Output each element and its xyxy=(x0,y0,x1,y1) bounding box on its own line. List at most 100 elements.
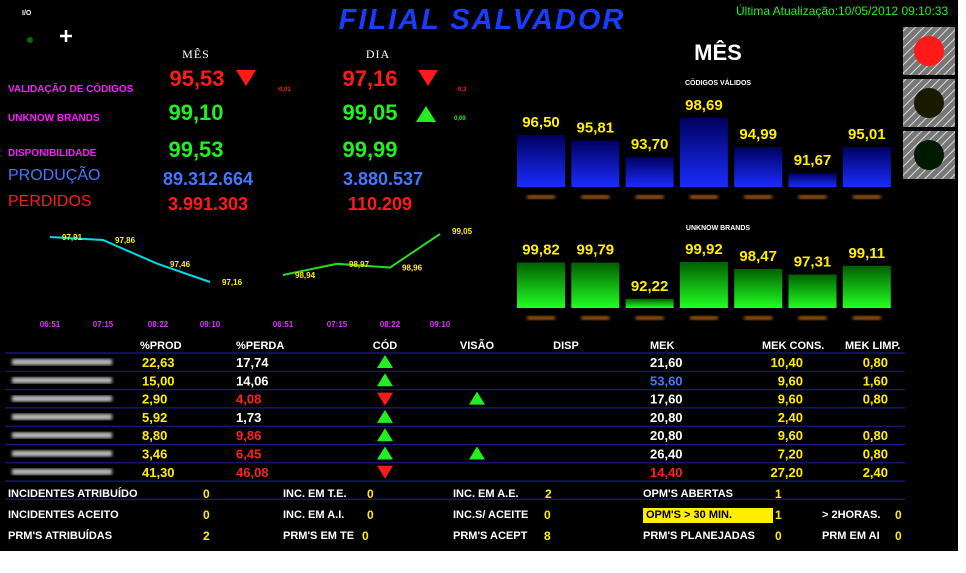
column-header: DISP xyxy=(553,340,579,352)
bottom-label: OPM'S ABERTAS xyxy=(643,488,734,500)
bottom-value: 0 xyxy=(895,529,902,543)
bar-value-label: 95,01 xyxy=(848,126,886,143)
col-header: MÊS xyxy=(182,47,210,61)
table-cell: 0,80 xyxy=(863,428,888,443)
blurred-name xyxy=(12,359,112,365)
bar-value-label: 91,67 xyxy=(794,152,832,169)
bottom-value: 0 xyxy=(544,508,551,522)
column-header: MEK LIMP. xyxy=(845,340,900,352)
col-header: DIA xyxy=(365,47,391,61)
blurred-category xyxy=(635,195,664,199)
table-cell: 17,74 xyxy=(236,355,269,370)
io-label: I/O xyxy=(22,10,32,17)
kpi-label: PRODUÇÃO xyxy=(8,167,101,184)
x-tick-label: 06:51 xyxy=(273,320,294,329)
bar-chart-title: CÓDIGOS VÁLIDOS xyxy=(684,80,752,87)
point-label: 99,05 xyxy=(452,227,473,236)
bottom-value: 8 xyxy=(544,529,551,543)
up-arrow xyxy=(377,355,393,368)
table-cell: 10,40 xyxy=(770,355,803,370)
bottom-label: INC. EM A.E. xyxy=(453,488,519,500)
bar-value-label: 96,50 xyxy=(522,114,560,131)
blurred-name xyxy=(12,413,112,420)
kpi-label: UNKNOW BRANDS xyxy=(8,113,100,124)
x-tick-label: 07:15 xyxy=(327,320,348,329)
kpi-day: 110.209 xyxy=(347,194,413,214)
bar-value-label: 98,69 xyxy=(685,97,723,114)
bottom-label: INCIDENTES ATRIBUÍDO xyxy=(8,488,138,500)
down-arrow xyxy=(377,392,393,406)
table-cell: 26,40 xyxy=(650,447,683,462)
table-cell: 1,73 xyxy=(236,410,261,425)
x-tick-label: 09:10 xyxy=(430,320,451,329)
table-cell: 0,80 xyxy=(863,392,888,407)
blurred-category xyxy=(635,316,664,320)
kpi-month: 99,53 xyxy=(168,137,224,162)
table-cell: 41,30 xyxy=(142,465,175,480)
graphics: %PROD %PERDA CÓD VISÃO DISP MEK MEK CONS. MEK L… xyxy=(5,27,955,500)
bar xyxy=(679,262,728,308)
bar xyxy=(625,157,674,187)
table-cell: 20,80 xyxy=(650,410,683,425)
bar-value-label: 99,92 xyxy=(685,241,723,258)
x-tick-label: 09:10 xyxy=(200,320,221,329)
bar xyxy=(517,135,565,187)
table-cell: 22,63 xyxy=(142,355,175,370)
up-arrow xyxy=(377,373,393,387)
kpi-day: 99,05 xyxy=(342,100,398,125)
column-header: %PERDA xyxy=(236,340,284,352)
bottom-label: PRM'S ATRIBUÍDAS xyxy=(8,530,113,542)
table-cell: 2,40 xyxy=(863,465,888,480)
kpi-delta: 0,09 xyxy=(454,116,466,122)
table-cell: 9,60 xyxy=(778,392,803,407)
table-cell: 21,60 xyxy=(650,355,683,370)
blurred-category xyxy=(744,316,773,320)
point-label: 98,96 xyxy=(402,264,423,273)
bar xyxy=(788,173,837,187)
blurred-category xyxy=(689,195,718,199)
blurred-category xyxy=(527,195,555,199)
bar xyxy=(571,140,620,187)
blurred-category xyxy=(581,316,610,320)
kpi-label: PERDIDOS xyxy=(8,193,92,210)
bar xyxy=(842,146,891,187)
point-label: 97,46 xyxy=(170,260,191,269)
kpi-month: 89.312.664 xyxy=(162,169,254,189)
x-tick-label: 06:51 xyxy=(40,320,61,329)
blurred-name xyxy=(12,377,112,384)
table-cell: 1,60 xyxy=(863,373,888,388)
bottom-value: 0 xyxy=(895,508,902,522)
table-cell: 2,40 xyxy=(778,410,803,425)
table-cell: 53,60 xyxy=(650,373,683,388)
table-cell: 3,46 xyxy=(142,447,167,462)
up-arrow xyxy=(416,106,436,122)
table-cell: 0,80 xyxy=(863,355,888,370)
table-cell: 4,08 xyxy=(236,392,261,407)
blurred-name xyxy=(12,395,112,402)
column-header: VISÃO xyxy=(460,339,495,352)
blurred-name xyxy=(12,450,112,457)
bar-value-label: 93,70 xyxy=(631,136,669,153)
up-arrow xyxy=(377,428,393,442)
point-label: 98,97 xyxy=(349,260,370,269)
dashboard: %PROD %PERDA CÓD VISÃO DISP MEK MEK CONS. MEK L… xyxy=(0,0,958,551)
table-graphics: %PROD %PERDA CÓD VISÃO DISP MEK MEK CONS. MEK L… xyxy=(5,339,905,500)
point-label: 97,86 xyxy=(115,236,136,245)
add-icon[interactable] xyxy=(60,30,72,42)
column-header: MEK xyxy=(650,340,675,352)
down-arrow xyxy=(236,70,256,86)
blurred-category xyxy=(852,316,881,320)
x-tick-label: 08:22 xyxy=(380,320,401,329)
bottom-label: INC. EM A.I. xyxy=(283,509,345,521)
kpi-day: 97,16 xyxy=(342,66,398,91)
kpi-label: DISPONIBILIDADE xyxy=(8,148,97,159)
blurred-category xyxy=(798,195,827,199)
column-header: CÓD xyxy=(373,339,398,352)
table-cell: 14,40 xyxy=(650,465,683,480)
x-tick-label: 07:15 xyxy=(93,320,114,329)
bar-value-label: 99,11 xyxy=(848,245,885,262)
bottom-value: 0 xyxy=(203,508,210,522)
bar-value-label: 98,47 xyxy=(739,248,777,265)
kpi-day: 3.880.537 xyxy=(342,169,424,189)
